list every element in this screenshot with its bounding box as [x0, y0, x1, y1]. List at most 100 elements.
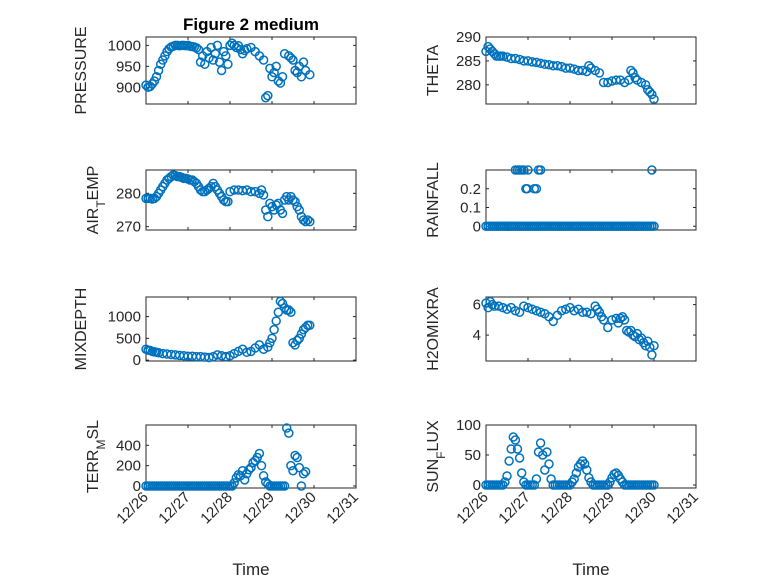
y-tick-label: 900 — [116, 79, 141, 96]
data-point — [519, 165, 529, 175]
data-point — [504, 456, 514, 466]
data-point — [544, 459, 554, 469]
data-point — [294, 205, 305, 215]
data-point — [193, 44, 204, 55]
data-point — [277, 72, 288, 82]
data-point — [290, 196, 300, 207]
data-point — [523, 302, 533, 313]
subplot-2: 280 285 290 THETA — [425, 29, 697, 105]
data-point — [594, 307, 605, 317]
x-axis-label: Time — [232, 560, 269, 579]
data-point — [527, 304, 537, 314]
y-tick-label: 0.2 — [460, 181, 481, 198]
data-point — [191, 43, 202, 53]
y-tick-label: 270 — [116, 219, 141, 236]
data-point — [292, 452, 302, 463]
data-point — [212, 40, 223, 51]
y-tick-label: 280 — [116, 185, 141, 202]
data-point — [273, 307, 284, 317]
x-tick-label: 12/27 — [155, 489, 194, 528]
data-point — [300, 216, 311, 227]
data-point — [649, 341, 659, 351]
data-point — [611, 75, 621, 85]
data-point — [649, 94, 659, 104]
data-point — [300, 466, 311, 477]
figure-title: Figure 2 medium — [183, 15, 319, 34]
data-point — [269, 205, 279, 215]
data-point — [239, 475, 250, 485]
series-markers — [481, 432, 659, 490]
subplot-5: 0 500 1000 MIXDEPTH — [73, 288, 357, 370]
y-tick-label: 280 — [456, 77, 481, 94]
data-point — [204, 352, 214, 363]
data-point — [640, 80, 651, 90]
data-point — [531, 57, 542, 68]
data-point — [286, 460, 296, 471]
data-point — [151, 72, 162, 82]
data-point — [516, 468, 527, 478]
data-point — [493, 301, 504, 311]
data-point — [221, 351, 231, 362]
data-point — [263, 342, 273, 352]
x-tick-label: 12/28 — [197, 489, 236, 528]
data-point — [535, 307, 546, 317]
data-point — [642, 336, 653, 346]
x-tick-label: 12/31 — [663, 489, 702, 528]
y-tick-label: 0 — [473, 477, 481, 494]
data-point — [256, 460, 267, 471]
y-axis-label: H2OMIXRA — [425, 287, 442, 371]
data-point — [556, 305, 567, 316]
data-point — [286, 53, 296, 63]
data-point — [269, 324, 279, 335]
y-axis-label: TERRMSL — [85, 420, 108, 493]
series-markers — [141, 423, 311, 491]
y-tick-label: 285 — [456, 53, 481, 70]
axis-frame — [485, 36, 697, 105]
x-tick-label: 12/30 — [621, 489, 660, 528]
data-point — [292, 335, 302, 346]
data-point — [275, 296, 286, 307]
data-point — [628, 330, 638, 340]
y-tick-label: 290 — [456, 29, 481, 46]
data-point — [277, 298, 288, 309]
data-point — [290, 450, 300, 461]
data-point — [510, 53, 521, 64]
data-point — [522, 184, 532, 194]
data-point — [582, 307, 592, 317]
data-point — [284, 428, 294, 438]
y-tick-label: 500 — [116, 330, 141, 347]
data-point — [208, 55, 218, 65]
y-tick-label: 0 — [473, 218, 481, 235]
subplot-1: 900 950 1000 PRESSURE — [73, 26, 357, 115]
data-point — [271, 316, 281, 326]
data-point — [294, 333, 305, 344]
data-point — [284, 305, 294, 315]
data-point — [242, 347, 252, 358]
y-axis-label: RAINFALL — [425, 162, 442, 238]
axis-frame — [145, 424, 357, 489]
series-markers — [481, 165, 659, 231]
data-point — [223, 196, 233, 207]
y-tick-label: 6 — [473, 297, 481, 314]
data-point — [246, 462, 256, 473]
data-point — [630, 72, 640, 83]
x-tick-label: 12/29 — [579, 489, 618, 528]
data-point — [531, 305, 542, 316]
data-point — [298, 215, 309, 225]
data-point — [603, 77, 613, 88]
data-point — [649, 480, 659, 490]
data-point — [210, 49, 221, 59]
data-point — [242, 43, 252, 54]
y-tick-label: 4 — [473, 327, 481, 344]
x-tick-label: 12/31 — [323, 489, 362, 528]
data-point — [141, 80, 151, 90]
y-tick-label: 0.1 — [460, 200, 481, 217]
data-point — [256, 185, 267, 195]
data-point — [269, 67, 279, 78]
data-point — [628, 68, 638, 78]
data-point — [626, 65, 636, 76]
data-point — [510, 305, 521, 316]
y-tick-label: 50 — [464, 447, 481, 464]
y-tick-label: 1000 — [108, 309, 141, 326]
y-tick-label: 200 — [116, 458, 141, 475]
